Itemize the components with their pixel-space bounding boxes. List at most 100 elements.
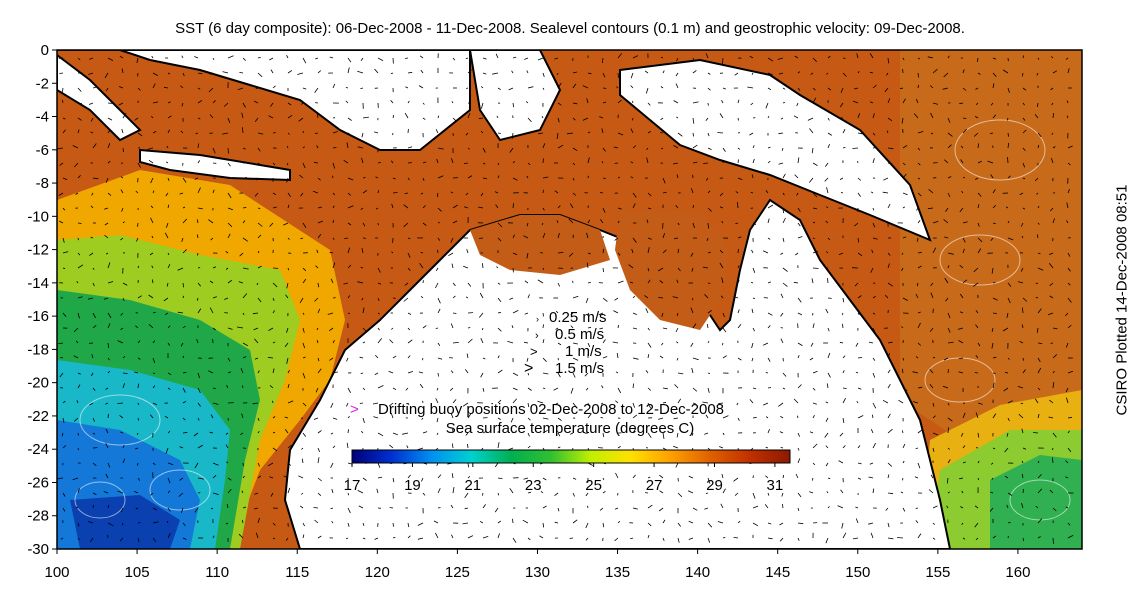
velocity-arrow bbox=[437, 237, 441, 241]
velocity-arrow bbox=[809, 431, 814, 434]
velocity-arrow bbox=[227, 162, 231, 167]
velocity-arrow bbox=[452, 282, 456, 287]
velocity-arrow bbox=[930, 474, 934, 479]
velocity-arrow bbox=[494, 507, 499, 513]
velocity-arrow bbox=[147, 147, 154, 150]
velocity-arrow bbox=[121, 128, 124, 134]
velocity-arrow bbox=[842, 323, 844, 329]
velocity-arrow bbox=[137, 87, 141, 91]
velocity-arrow bbox=[522, 519, 529, 524]
velocity-arrow bbox=[287, 369, 290, 374]
velocity-arrow bbox=[795, 252, 799, 256]
velocity-arrow bbox=[332, 237, 335, 240]
velocity-arrow bbox=[1022, 369, 1026, 374]
velocity-arrow bbox=[422, 146, 425, 149]
velocity-arrow bbox=[407, 146, 413, 149]
velocity-arrow bbox=[572, 372, 576, 378]
velocity-arrow bbox=[420, 192, 424, 195]
velocity-arrow bbox=[917, 386, 923, 389]
velocity-arrow bbox=[87, 297, 94, 300]
velocity-arrow bbox=[572, 295, 579, 299]
velocity-arrow bbox=[943, 357, 949, 361]
velocity-arrow bbox=[557, 417, 562, 422]
velocity-arrow bbox=[1022, 537, 1025, 542]
velocity-arrow bbox=[403, 222, 409, 228]
velocity-arrow bbox=[917, 251, 922, 254]
velocity-arrow bbox=[212, 147, 216, 154]
velocity-arrow bbox=[437, 507, 441, 509]
velocity-arrow bbox=[702, 266, 709, 269]
velocity-arrow bbox=[947, 312, 951, 319]
velocity-arrow bbox=[902, 206, 906, 209]
velocity-arrow bbox=[479, 292, 484, 299]
velocity-arrow bbox=[167, 177, 170, 182]
velocity-arrow bbox=[479, 520, 484, 524]
velocity-arrow bbox=[797, 522, 804, 525]
velocity-arrow bbox=[793, 115, 799, 119]
velocity-arrow bbox=[151, 235, 154, 239]
velocity-arrow bbox=[825, 462, 829, 467]
velocity-arrow bbox=[209, 307, 214, 314]
velocity-arrow bbox=[632, 295, 636, 299]
velocity-arrow bbox=[238, 281, 244, 284]
velocity-arrow bbox=[887, 263, 890, 269]
velocity-arrow bbox=[465, 192, 469, 196]
velocity-arrow bbox=[917, 322, 921, 329]
velocity-arrow bbox=[582, 117, 589, 121]
velocity-arrow bbox=[150, 177, 154, 184]
velocity-arrow bbox=[62, 177, 68, 181]
velocity-arrow bbox=[135, 447, 139, 450]
y-tick-label: -22 bbox=[27, 408, 49, 425]
velocity-arrow bbox=[977, 204, 980, 209]
velocity-arrow bbox=[1049, 489, 1054, 494]
velocity-arrow bbox=[422, 357, 424, 361]
velocity-arrow bbox=[537, 279, 544, 284]
velocity-legend-label-0: 0.25 m/s bbox=[549, 309, 607, 326]
velocity-arrow bbox=[912, 401, 919, 404]
velocity-arrow bbox=[632, 100, 634, 104]
velocity-arrow bbox=[932, 247, 937, 254]
velocity-arrow bbox=[646, 147, 649, 151]
velocity-arrow bbox=[422, 102, 425, 105]
velocity-arrow bbox=[403, 204, 409, 209]
velocity-arrow bbox=[812, 221, 816, 224]
velocity-arrow bbox=[869, 101, 874, 104]
velocity-arrow bbox=[840, 192, 844, 194]
velocity-arrow bbox=[990, 132, 994, 135]
velocity-arrow bbox=[782, 102, 786, 104]
velocity-arrow bbox=[872, 222, 876, 228]
velocity-arrow bbox=[632, 414, 638, 419]
velocity-arrow bbox=[722, 488, 726, 494]
velocity-arrow bbox=[507, 340, 514, 344]
velocity-arrow bbox=[317, 430, 322, 434]
velocity-arrow bbox=[526, 70, 529, 74]
velocity-arrow bbox=[272, 368, 275, 374]
velocity-arrow bbox=[1052, 507, 1057, 512]
velocity-arrow bbox=[117, 490, 124, 494]
velocity-arrow bbox=[1067, 430, 1070, 434]
velocity-arrow bbox=[467, 175, 473, 179]
velocity-arrow bbox=[1051, 132, 1054, 135]
velocity-arrow bbox=[1021, 502, 1024, 509]
velocity-arrow bbox=[137, 462, 139, 466]
velocity-arrow bbox=[707, 132, 710, 137]
velocity-arrow bbox=[572, 162, 576, 166]
x-tick-label: 130 bbox=[525, 564, 550, 581]
velocity-arrow bbox=[1049, 399, 1054, 404]
velocity-arrow bbox=[617, 132, 624, 136]
velocity-arrow bbox=[182, 218, 188, 224]
velocity-arrow bbox=[212, 535, 215, 539]
velocity-arrow bbox=[422, 431, 428, 434]
velocity-arrow bbox=[673, 145, 679, 149]
velocity-arrow bbox=[107, 413, 109, 419]
velocity-arrow bbox=[317, 535, 322, 539]
velocity-arrow bbox=[1007, 142, 1010, 149]
velocity-arrow bbox=[465, 87, 469, 89]
velocity-arrow bbox=[197, 477, 204, 480]
velocity-arrow bbox=[929, 85, 934, 89]
velocity-arrow bbox=[737, 520, 741, 524]
velocity-arrow bbox=[272, 85, 276, 89]
velocity-arrow bbox=[872, 132, 876, 136]
velocity-arrow bbox=[361, 132, 364, 138]
velocity-arrow bbox=[1052, 70, 1058, 74]
